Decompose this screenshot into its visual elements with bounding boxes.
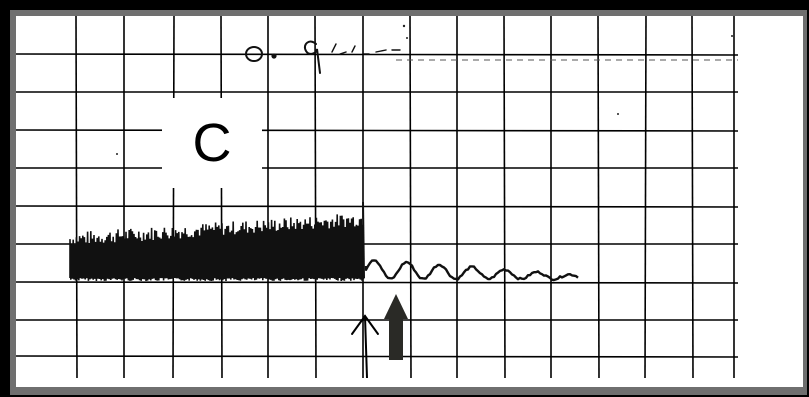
grid-vline: [314, 16, 317, 378]
grid-vline: [172, 16, 175, 378]
scan-speck: [617, 113, 619, 115]
scan-speck: [116, 153, 118, 155]
burst-trace: [69, 214, 365, 282]
chart-paper: 0·9 C: [16, 16, 803, 387]
recording-trace: [69, 201, 579, 282]
grid-vline: [644, 16, 647, 378]
grid-vline: [409, 16, 412, 378]
figure-border: 0·9 C: [10, 10, 807, 395]
grid-vline: [503, 16, 506, 378]
event-markers: [351, 294, 408, 378]
scan-speck: [406, 37, 408, 39]
scan-speck: [402, 24, 406, 28]
burst-end-step: [362, 201, 365, 279]
caret-up-icon: [351, 314, 379, 378]
grid-hline: [16, 129, 739, 132]
panel-label: C: [162, 98, 262, 188]
grid-lines: [16, 16, 739, 378]
grid-hline: [16, 355, 739, 358]
grid-hline: [16, 281, 739, 284]
grid-vline: [597, 16, 600, 378]
grid-hline: [16, 205, 739, 208]
damped-trace: [364, 259, 579, 282]
grid-vline: [220, 16, 223, 378]
grid-vline: [691, 16, 694, 378]
up-arrow-icon: [384, 294, 408, 360]
grid-vline: [75, 16, 78, 378]
scan-speck: [731, 35, 733, 37]
